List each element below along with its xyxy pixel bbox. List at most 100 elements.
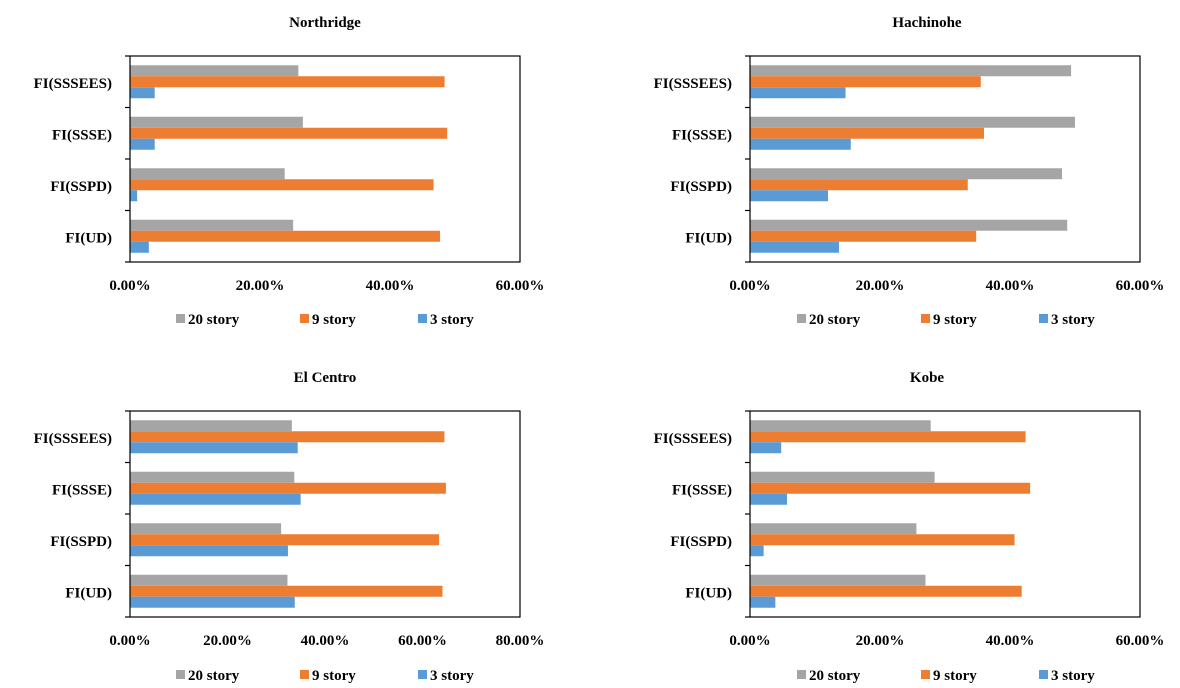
category-label: FI(SSSE)	[52, 482, 112, 498]
bar-9-story-fisspd	[130, 534, 440, 546]
legend-label: 9 story	[933, 668, 977, 684]
x-tick-label: 20.00%	[856, 278, 905, 294]
bar-3-story-fisspd	[130, 545, 288, 557]
bar-9-story-fissse	[750, 482, 1031, 494]
bar-3-story-fiud	[130, 596, 295, 608]
category-label: FI(UD)	[65, 585, 112, 601]
category-label: FI(SSPD)	[670, 179, 732, 195]
bar-3-story-fisspd	[750, 190, 828, 202]
bar-20-story-fisssees	[750, 420, 931, 432]
bar-3-story-fisssees	[130, 87, 155, 99]
x-tick-label: 40.00%	[301, 633, 350, 649]
bar-20-story-fisssees	[130, 65, 299, 77]
legend-swatch	[1039, 670, 1048, 679]
bar-3-story-fissse	[750, 493, 788, 505]
bar-20-story-fiud	[750, 574, 926, 586]
chart-title: El Centro	[294, 370, 357, 386]
chart-title: Kobe	[910, 370, 945, 386]
legend-swatch	[300, 314, 309, 323]
category-label: FI(SSPD)	[50, 534, 112, 550]
x-tick-label: 40.00%	[986, 633, 1035, 649]
bar-9-story-fisssees	[130, 431, 445, 443]
legend-label: 20 story	[809, 668, 861, 684]
x-tick-label: 0.00%	[729, 633, 770, 649]
x-tick-label: 20.00%	[856, 633, 905, 649]
x-tick-label: 60.00%	[496, 278, 545, 294]
legend-swatch	[797, 670, 806, 679]
bar-20-story-fiud	[130, 574, 288, 586]
chart-title: Hachinohe	[892, 15, 962, 31]
category-label: FI(SSSE)	[52, 127, 112, 143]
bar-9-story-fiud	[130, 230, 441, 242]
bar-3-story-fisssees	[750, 87, 846, 99]
legend-label: 3 story	[430, 668, 474, 684]
x-tick-label: 40.00%	[986, 278, 1035, 294]
category-label: FI(UD)	[685, 230, 732, 246]
legend-label: 3 story	[430, 312, 474, 328]
bar-20-story-fissse	[130, 471, 295, 483]
bar-3-story-fisssees	[130, 442, 298, 454]
bar-9-story-fiud	[130, 585, 443, 597]
legend-label: 9 story	[933, 312, 977, 328]
chart-panel-2: El Centro FI(SSSEES) FI(SSSE) FI(SSPD) FI(UD…	[34, 370, 545, 684]
bar-9-story-fissse	[130, 127, 448, 139]
bar-20-story-fissse	[130, 116, 303, 128]
bar-9-story-fisssees	[750, 431, 1026, 443]
bar-3-story-fissse	[130, 138, 155, 150]
category-label: FI(SSSE)	[672, 127, 732, 143]
bar-20-story-fisssees	[130, 420, 292, 432]
legend-swatch	[300, 670, 309, 679]
x-tick-label: 60.00%	[398, 633, 447, 649]
legend-label: 20 story	[188, 668, 240, 684]
x-tick-label: 20.00%	[203, 633, 252, 649]
bar-9-story-fisspd	[130, 179, 434, 191]
legend-label: 3 story	[1051, 312, 1095, 328]
bar-9-story-fisspd	[750, 534, 1015, 546]
chart-panel-1: Hachinohe FI(SSSEES) FI(SSSE) FI(SSPD) FI(UD…	[654, 15, 1165, 328]
bar-20-story-fissse	[750, 471, 935, 483]
category-label: FI(SSSEES)	[34, 76, 112, 92]
bar-20-story-fisspd	[130, 523, 282, 535]
legend-label: 20 story	[809, 312, 861, 328]
bar-3-story-fiud	[750, 596, 776, 608]
legend-swatch	[418, 670, 427, 679]
legend-swatch	[176, 314, 185, 323]
bar-9-story-fisspd	[750, 179, 968, 191]
bar-9-story-fiud	[750, 230, 977, 242]
x-tick-label: 20.00%	[236, 278, 285, 294]
x-tick-label: 60.00%	[1116, 633, 1165, 649]
chart-title: Northridge	[289, 15, 361, 31]
bar-20-story-fisssees	[750, 65, 1072, 77]
bar-3-story-fiud	[750, 241, 840, 253]
chart-panel-0: Northridge FI(SSSEES) FI(SSSE) FI(SSPD) FI(U…	[34, 15, 545, 328]
legend-swatch	[1039, 314, 1048, 323]
category-label: FI(SSSEES)	[654, 431, 732, 447]
bar-3-story-fissse	[130, 493, 301, 505]
bar-20-story-fiud	[130, 219, 294, 231]
x-tick-label: 0.00%	[729, 278, 770, 294]
category-label: FI(SSSEES)	[34, 431, 112, 447]
legend-swatch	[418, 314, 427, 323]
bar-3-story-fissse	[750, 138, 851, 150]
category-label: FI(SSPD)	[50, 179, 112, 195]
bar-3-story-fisspd	[750, 545, 764, 557]
category-label: FI(SSSEES)	[654, 76, 732, 92]
legend-swatch	[797, 314, 806, 323]
bar-9-story-fisssees	[130, 76, 445, 88]
x-tick-label: 60.00%	[1116, 278, 1165, 294]
bar-9-story-fissse	[130, 482, 446, 494]
category-label: FI(UD)	[685, 585, 732, 601]
bar-20-story-fiud	[750, 219, 1068, 231]
legend-swatch	[921, 670, 930, 679]
x-tick-label: 0.00%	[109, 633, 150, 649]
bar-20-story-fisspd	[750, 168, 1062, 180]
legend-label: 20 story	[188, 312, 240, 328]
x-tick-label: 40.00%	[366, 278, 415, 294]
legend-label: 9 story	[312, 312, 356, 328]
bar-9-story-fiud	[750, 585, 1022, 597]
bar-3-story-fisspd	[130, 190, 138, 202]
legend-swatch	[921, 314, 930, 323]
legend-swatch	[176, 670, 185, 679]
bar-9-story-fisssees	[750, 76, 981, 88]
